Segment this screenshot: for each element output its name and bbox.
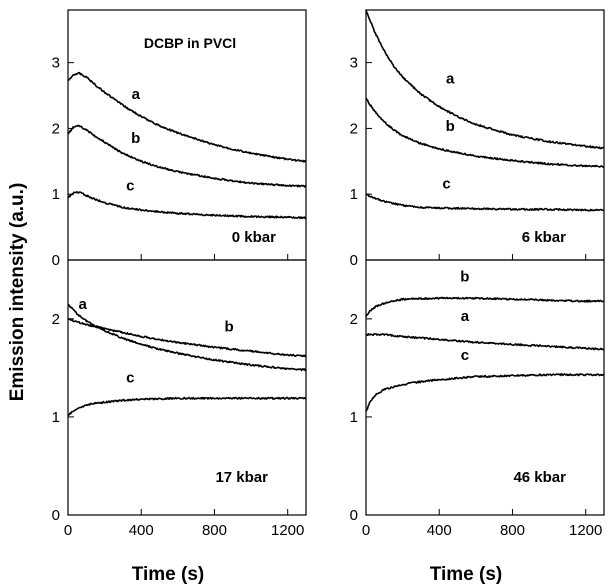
y-tick-label: 1 bbox=[52, 186, 60, 203]
x-axis-title-left: Time (s) bbox=[132, 564, 205, 585]
y-tick-label: 0 bbox=[350, 507, 358, 524]
series-label-b: b bbox=[446, 118, 455, 135]
series-label-a: a bbox=[132, 86, 141, 103]
panel-bottom-right: 0 1 2 0 400 800 1200 b a c 46 kbar bbox=[350, 260, 604, 539]
series-c-curve bbox=[68, 192, 306, 219]
series-label-b: b bbox=[460, 269, 469, 286]
x-tick-label: 0 bbox=[362, 522, 370, 539]
y-tick-label: 0 bbox=[350, 252, 358, 269]
x-tick-label: 400 bbox=[427, 522, 452, 539]
series-label-a: a bbox=[78, 296, 87, 313]
y-tick-label: 2 bbox=[350, 311, 358, 328]
y-tick-label: 2 bbox=[350, 120, 358, 137]
panels-group: 0 1 2 3 a b c DCBP in PVCl 0 kbar 0 1 2 3 a b c 6 kbar 0 1… bbox=[52, 10, 604, 539]
series-label-a: a bbox=[461, 308, 470, 325]
x-tick-label: 800 bbox=[202, 522, 227, 539]
series-a-curve bbox=[366, 334, 604, 350]
series-b-curve bbox=[366, 98, 604, 167]
y-axis-title: Emission intensity (a.u.) bbox=[7, 183, 28, 402]
panel-title: DCBP in PVCl bbox=[144, 35, 236, 51]
series-a-curve bbox=[68, 304, 306, 370]
series-a-curve bbox=[366, 10, 604, 149]
y-tick-label: 1 bbox=[350, 186, 358, 203]
pressure-label: 0 kbar bbox=[232, 229, 276, 246]
panel-top-right: 0 1 2 3 a b c 6 kbar bbox=[350, 10, 604, 269]
x-axis-title-right: Time (s) bbox=[430, 564, 503, 585]
series-label-c: c bbox=[461, 347, 469, 364]
panel-bottom-left: 0 1 2 0 400 800 1200 a b c 17 kbar bbox=[52, 260, 306, 539]
x-tick-label: 0 bbox=[64, 522, 72, 539]
x-tick-label: 800 bbox=[500, 522, 525, 539]
y-tick-label: 3 bbox=[52, 55, 60, 72]
pressure-label: 17 kbar bbox=[215, 469, 268, 486]
panel-frame bbox=[68, 260, 306, 515]
series-c-curve bbox=[366, 194, 604, 211]
y-tick-label: 3 bbox=[350, 55, 358, 72]
x-tick-label: 1200 bbox=[569, 522, 602, 539]
panel-top-left: 0 1 2 3 a b c DCBP in PVCl 0 kbar bbox=[52, 10, 306, 269]
series-a-curve bbox=[68, 73, 306, 162]
y-tick-label: 1 bbox=[52, 409, 60, 426]
series-label-c: c bbox=[442, 175, 450, 192]
x-tick-label: 1200 bbox=[271, 522, 304, 539]
series-label-a: a bbox=[446, 71, 455, 88]
pressure-label: 46 kbar bbox=[513, 469, 566, 486]
series-label-b: b bbox=[225, 319, 234, 336]
y-tick-label: 0 bbox=[52, 507, 60, 524]
series-b-curve bbox=[366, 298, 604, 317]
y-tick-label: 2 bbox=[52, 120, 60, 137]
series-label-c: c bbox=[126, 177, 134, 194]
series-c-curve bbox=[366, 374, 604, 411]
series-label-c: c bbox=[126, 370, 134, 387]
series-label-b: b bbox=[131, 130, 140, 147]
pressure-label: 6 kbar bbox=[522, 229, 566, 246]
series-c-curve bbox=[68, 398, 306, 416]
y-tick-label: 0 bbox=[52, 252, 60, 269]
series-b-curve bbox=[68, 318, 306, 356]
y-tick-label: 1 bbox=[350, 409, 358, 426]
y-tick-label: 2 bbox=[52, 311, 60, 328]
x-tick-label: 400 bbox=[129, 522, 154, 539]
